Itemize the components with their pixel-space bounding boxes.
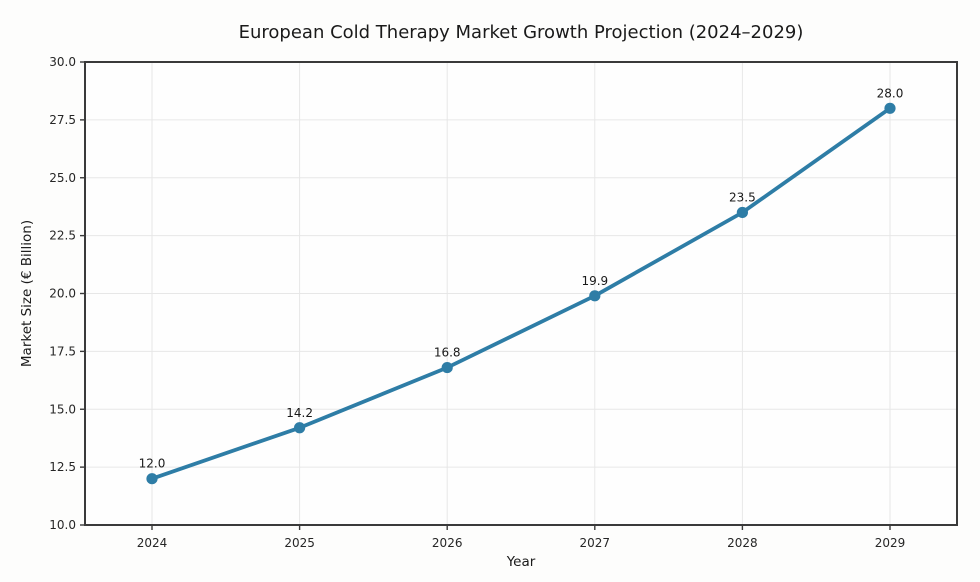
y-tick-label: 30.0 [49,55,76,69]
y-tick-label: 25.0 [49,171,76,185]
y-tick-label: 12.5 [49,460,76,474]
data-point [589,290,601,302]
y-tick-label: 20.0 [49,287,76,301]
data-point [441,361,453,374]
x-axis-label: Year [506,554,536,570]
x-tick-label: 2026 [432,536,463,550]
point-value-labels: 12.0 14.2 16.8 19.9 23.5 28.0 [139,86,904,470]
point-value-label: 28.0 [877,86,904,100]
x-tick-label: 2028 [727,536,758,550]
plot-border [84,61,958,526]
point-value-label: 23.5 [729,190,756,204]
data-point [884,102,896,114]
data-point [736,206,749,219]
y-tick-label: 17.5 [49,344,76,358]
data-point [294,422,306,434]
y-tick-label: 27.5 [49,113,76,127]
data-points [146,102,896,485]
tick-labels: 10.0 12.5 15.0 17.5 20.0 22.5 25.0 27.5 30.0 2024… [49,55,905,550]
point-value-label: 14.2 [286,406,313,420]
x-tick-label: 2024 [137,536,168,550]
y-tick-label: 15.0 [49,402,76,416]
point-value-label: 12.0 [139,457,166,471]
chart-title: European Cold Therapy Market Growth Proj… [239,22,804,43]
x-tick-label: 2025 [284,536,315,550]
series-line [150,106,892,481]
y-tick-label: 10.0 [49,518,76,532]
y-axis-label: Market Size (€ Billion) [19,220,35,367]
x-tick-label: 2027 [580,536,611,550]
data-point [146,473,158,485]
point-value-label: 16.8 [434,346,461,360]
point-value-label: 19.9 [581,274,608,288]
y-tick-label: 22.5 [49,229,76,243]
x-tick-label: 2029 [875,536,906,550]
